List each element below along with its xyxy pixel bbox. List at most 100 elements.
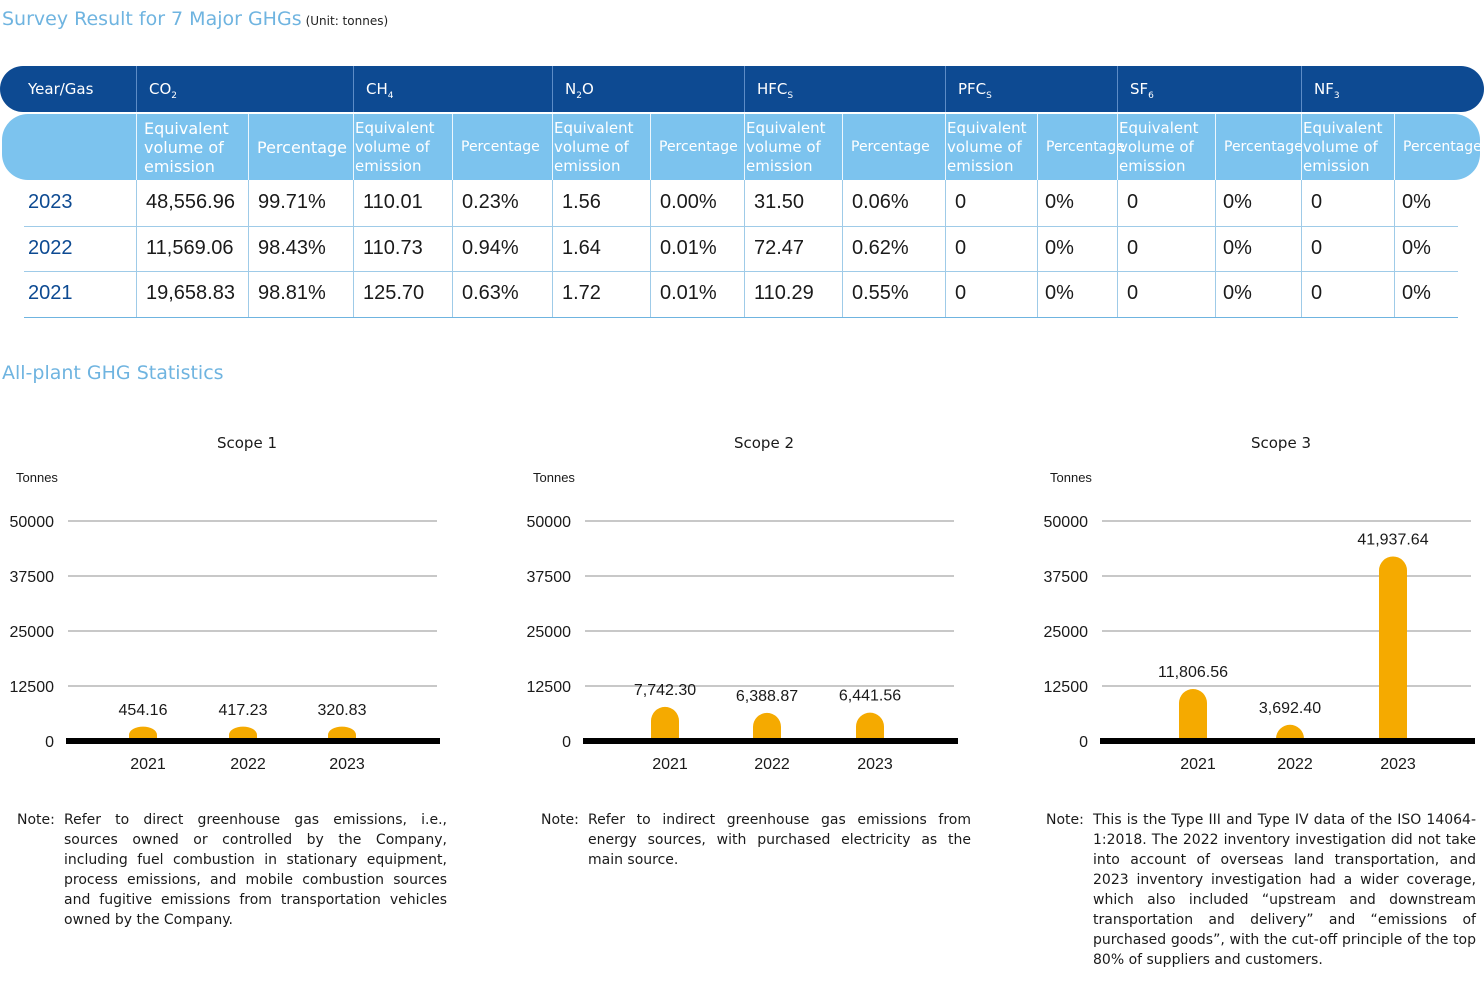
percentage-subheader: Percentage <box>659 138 738 155</box>
table-header-gases: Year/Gas CO2 CH4 N2O HFCS PFCS SF6 NF3 <box>0 66 1484 112</box>
x-tick-label: 2022 <box>754 756 790 773</box>
value-cell: 72.47 <box>754 236 805 259</box>
bar <box>1379 556 1408 741</box>
subheader-divider <box>650 114 651 180</box>
value-cell: 0.23% <box>462 191 519 213</box>
note-label: Note: <box>541 812 579 828</box>
header-divider <box>945 66 946 112</box>
gas-name-tail: O <box>581 80 594 98</box>
gas-name: HFC <box>757 80 788 98</box>
value-cell: 0 <box>955 282 967 304</box>
gas-subscript: 4 <box>387 91 394 101</box>
gas-name: N <box>565 80 577 98</box>
y-tick-label: 37500 <box>527 569 572 586</box>
percentage-subheader: Percentage <box>1403 138 1482 155</box>
subheader-divider <box>744 114 745 180</box>
gas-subscript: S <box>787 91 794 101</box>
gas-name: CO <box>149 80 172 98</box>
subheader-divider <box>1215 114 1216 180</box>
value-cell: 0% <box>1045 191 1074 213</box>
note-text: Refer to direct greenhouse gas emissions… <box>64 812 447 928</box>
gas-subscript: 2 <box>171 91 178 101</box>
chart-title: Scope 3 <box>1251 434 1311 452</box>
value-cell: 1.64 <box>562 236 601 259</box>
chart-note: Note: Refer to indirect greenhouse gas em… <box>541 810 971 870</box>
column-divider <box>842 180 843 317</box>
x-tick-label: 2021 <box>130 756 166 773</box>
value-cell: 0 <box>955 191 967 213</box>
y-axis-label: Tonnes <box>533 470 575 485</box>
value-cell: 0 <box>1127 191 1139 213</box>
value-cell: 110.01 <box>363 191 423 213</box>
stats-section-title: All-plant GHG Statistics <box>2 362 224 384</box>
gas-header: N2O <box>552 66 594 112</box>
percentage-subheader: Percentage <box>257 137 348 157</box>
gas-header: CO2 <box>136 66 177 112</box>
unit-label: (Unit: tonnes) <box>305 14 389 28</box>
column-divider <box>552 180 553 317</box>
value-cell: 0 <box>1127 282 1139 304</box>
subheader-divider <box>248 114 249 180</box>
header-divider <box>136 66 137 112</box>
gas-subscript: 6 <box>1148 91 1154 101</box>
header-divider <box>744 66 745 112</box>
column-divider <box>1394 180 1395 317</box>
y-tick-label: 25000 <box>1044 624 1089 641</box>
value-cell: 0% <box>1223 191 1252 213</box>
y-tick-label: 50000 <box>1044 514 1089 531</box>
value-cell: 1.72 <box>562 282 601 304</box>
note-label: Note: <box>1046 812 1084 828</box>
subheader-divider <box>945 114 946 180</box>
row-divider <box>24 271 1458 272</box>
value-cell: 0.63% <box>462 282 519 304</box>
table-row: 2022 11,569.06 98.43% 110.73 0.94% 1.64 0.01% 7… <box>0 226 1484 271</box>
data-label: 6,441.56 <box>839 688 901 705</box>
value-cell: 0% <box>1402 282 1431 304</box>
y-axis-label: Tonnes <box>1050 470 1092 485</box>
volume-subheader: Equivalent volume of emission <box>554 118 634 175</box>
data-label: 7,742.30 <box>634 682 696 699</box>
note-label: Note: <box>17 812 55 828</box>
value-cell: 0 <box>1311 191 1323 213</box>
value-cell: 0.01% <box>660 282 717 304</box>
volume-subheader: Equivalent volume of emission <box>1119 118 1199 175</box>
subheader-divider <box>1037 114 1038 180</box>
value-cell: 0.01% <box>660 236 717 259</box>
percentage-subheader: Percentage <box>461 138 540 155</box>
value-cell: 1.56 <box>562 191 601 213</box>
table-row: 2021 19,658.83 98.81% 125.70 0.63% 1.72 0.01% 1… <box>0 271 1484 316</box>
bar <box>1179 689 1207 741</box>
data-label: 6,388.87 <box>736 688 798 705</box>
value-cell: 0% <box>1402 236 1431 259</box>
x-tick-label: 2023 <box>1380 756 1416 773</box>
y-tick-label: 12500 <box>10 679 55 696</box>
value-cell: 0 <box>1311 236 1323 259</box>
chart-title: Scope 1 <box>217 434 277 452</box>
data-label: 41,937.64 <box>1357 531 1428 548</box>
gas-header: CH4 <box>353 66 394 112</box>
gas-subscript: 3 <box>1333 91 1340 101</box>
gas-header: NF3 <box>1301 66 1340 112</box>
column-divider <box>1301 180 1302 317</box>
value-cell: 0.00% <box>660 191 717 213</box>
value-cell: 0% <box>1045 236 1074 259</box>
subheader-divider <box>353 114 354 180</box>
gas-header: PFCS <box>945 66 992 112</box>
year-cell: 2023 <box>28 191 73 213</box>
subheader-divider <box>552 114 553 180</box>
value-cell: 98.43% <box>258 236 326 259</box>
volume-subheader: Equivalent volume of emission <box>746 118 826 175</box>
value-cell: 0% <box>1223 282 1252 304</box>
gas-subscript: S <box>986 91 992 101</box>
note-text: This is the Type III and Type IV data of… <box>1093 812 1476 968</box>
data-label: 417.23 <box>219 702 268 719</box>
percentage-subheader: Percentage <box>851 138 930 155</box>
table-title: Survey Result for 7 Major GHGs <box>2 8 302 30</box>
charts-svg: Scope 1 Tonnes 0 12500 25000 37500 50000 454.16… <box>10 434 1475 773</box>
column-divider <box>1037 180 1038 317</box>
year-cell: 2022 <box>28 236 73 259</box>
subheader-divider <box>842 114 843 180</box>
gas-name: NF <box>1314 80 1334 98</box>
value-cell: 19,658.83 <box>146 282 235 304</box>
gas-header: HFCS <box>744 66 793 112</box>
